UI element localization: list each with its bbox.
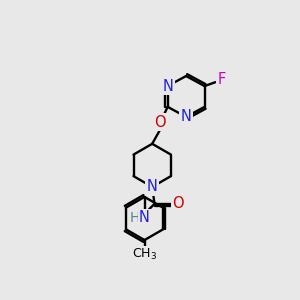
Text: N: N bbox=[181, 110, 191, 124]
Text: N: N bbox=[147, 179, 158, 194]
Text: O: O bbox=[172, 196, 184, 211]
Text: N: N bbox=[139, 210, 150, 225]
Text: CH$_3$: CH$_3$ bbox=[132, 247, 157, 262]
Text: F: F bbox=[218, 72, 226, 87]
Text: O: O bbox=[154, 115, 166, 130]
Text: H: H bbox=[130, 211, 140, 225]
Text: N: N bbox=[162, 79, 173, 94]
